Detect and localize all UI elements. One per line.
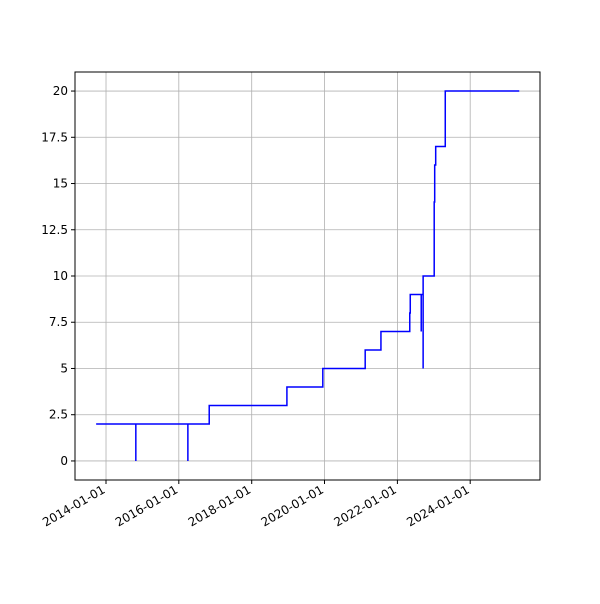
y-tick-label: 20: [53, 84, 68, 98]
y-tick-label: 0: [60, 454, 68, 468]
plot-frame: [74, 71, 541, 481]
y-tick-label: 12.5: [41, 223, 68, 237]
y-tick-label: 17.5: [41, 130, 68, 144]
y-tick-label: 5: [60, 361, 68, 375]
y-tick-label: 7.5: [49, 315, 68, 329]
data-line: [96, 90, 520, 461]
y-tick-label: 2.5: [49, 408, 68, 422]
y-tick-label: 15: [53, 177, 68, 191]
y-tick-label: 10: [53, 269, 68, 283]
